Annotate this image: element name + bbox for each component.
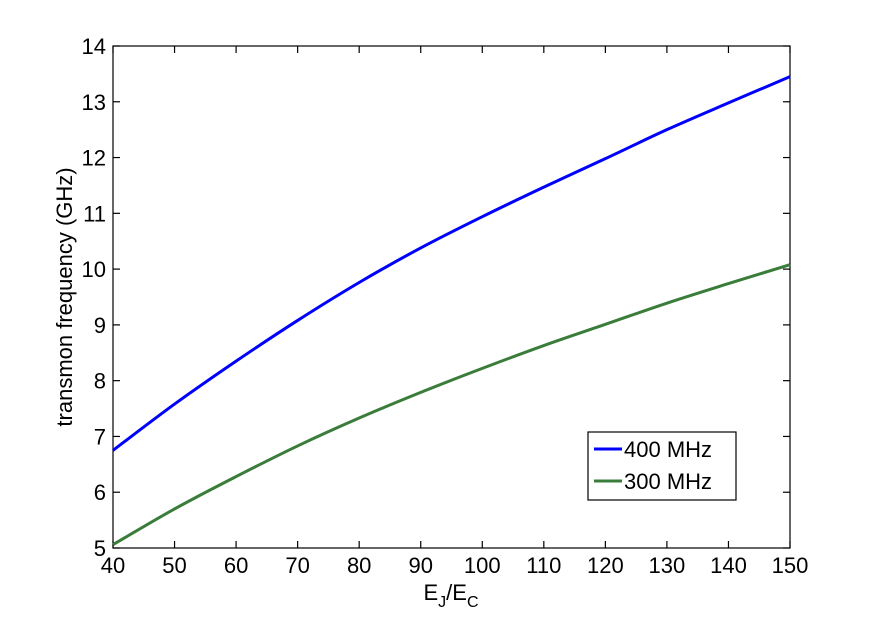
x-axis-label-sub1: J	[438, 594, 446, 611]
x-tick-label: 100	[464, 553, 501, 578]
legend-box	[587, 431, 737, 501]
x-axis: 40 50 60 70 80 90 100 110 120 130 140 150	[101, 46, 809, 578]
y-tick-label: 13	[82, 90, 106, 115]
y-tick-label: 5	[94, 536, 106, 561]
y-axis-label: transmon frequency (GHz)	[52, 167, 77, 426]
y-tick-label: 10	[82, 257, 106, 282]
y-tick-label: 6	[94, 480, 106, 505]
x-tick-label: 70	[285, 553, 309, 578]
x-axis-label-main: E	[423, 580, 438, 605]
y-tick-label: 9	[94, 313, 106, 338]
legend: 400 MHz 300 MHz	[587, 431, 737, 501]
y-tick-label: 14	[82, 34, 106, 59]
y-axis: 5 6 7 8 9 10 11 12 13 14	[82, 34, 790, 561]
x-tick-label: 60	[224, 553, 248, 578]
legend-label-400: 400 MHz	[624, 437, 712, 462]
series-lines	[112, 75, 791, 546]
y-tick-label: 11	[83, 201, 106, 226]
x-tick-label: 120	[587, 553, 624, 578]
y-tick-label: 12	[82, 146, 106, 171]
x-tick-label: 150	[772, 553, 809, 578]
x-axis-label: EJ/EC	[423, 580, 478, 611]
x-axis-label-sub2: C	[467, 594, 479, 611]
x-tick-label: 130	[649, 553, 686, 578]
series-line-300-mhz	[112, 263, 791, 546]
x-tick-label: 110	[526, 553, 561, 578]
x-tick-label: 140	[710, 553, 747, 578]
x-tick-label: 90	[408, 553, 432, 578]
x-tick-label: 40	[101, 553, 125, 578]
x-axis-label-sep: /E	[446, 580, 467, 605]
y-tick-label: 8	[94, 369, 106, 394]
x-tick-label: 50	[162, 553, 186, 578]
legend-label-300: 300 MHz	[624, 469, 712, 494]
y-tick-label: 7	[94, 424, 106, 449]
x-tick-label: 80	[347, 553, 371, 578]
series-line-400-mhz	[112, 75, 791, 452]
